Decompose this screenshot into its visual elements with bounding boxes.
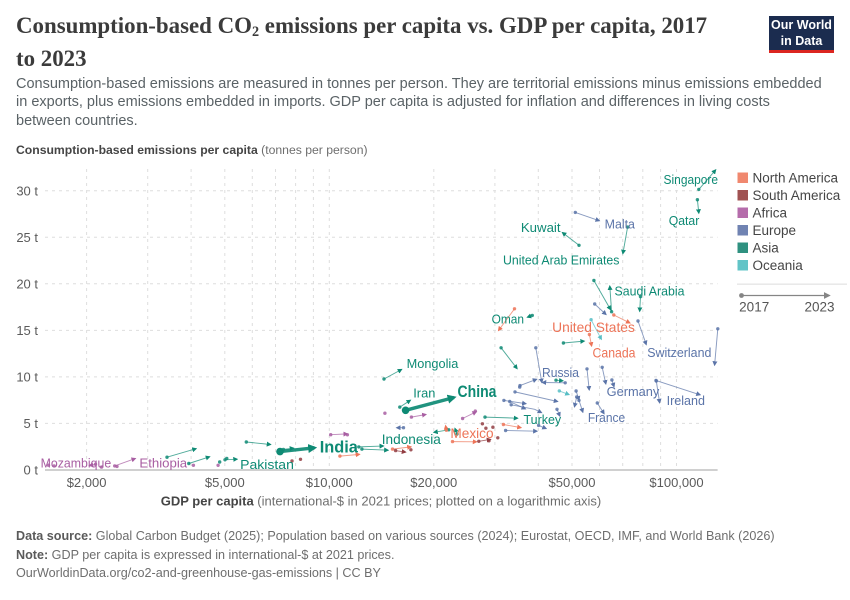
svg-text:Oman: Oman	[492, 312, 524, 327]
svg-text:2017: 2017	[739, 300, 769, 315]
svg-text:Pakistan: Pakistan	[240, 457, 294, 472]
svg-text:Indonesia: Indonesia	[382, 431, 441, 447]
svg-text:30 t: 30 t	[16, 183, 38, 198]
svg-text:Qatar: Qatar	[669, 213, 700, 228]
svg-text:Kuwait: Kuwait	[521, 220, 561, 235]
svg-text:$2,000: $2,000	[67, 475, 107, 490]
svg-text:United States: United States	[552, 319, 635, 335]
svg-text:Russia: Russia	[542, 365, 580, 380]
svg-text:25 t: 25 t	[16, 230, 38, 245]
svg-text:Mexico: Mexico	[450, 425, 493, 441]
svg-text:0 t: 0 t	[24, 463, 39, 478]
svg-text:Mongolia: Mongolia	[407, 356, 459, 371]
svg-text:Germany: Germany	[607, 384, 660, 399]
svg-text:$10,000: $10,000	[306, 475, 353, 490]
svg-text:Consumption-based emissions pe: Consumption-based emissions per capita (…	[16, 143, 368, 157]
svg-text:Switzerland: Switzerland	[647, 345, 711, 360]
svg-text:20 t: 20 t	[16, 277, 38, 292]
svg-text:Asia: Asia	[753, 240, 780, 255]
svg-text:Saudi Arabia: Saudi Arabia	[615, 284, 686, 299]
svg-text:South America: South America	[753, 188, 841, 203]
svg-text:Singapore: Singapore	[664, 172, 719, 187]
svg-text:Ethiopia: Ethiopia	[139, 456, 187, 471]
svg-text:10 t: 10 t	[16, 370, 38, 385]
svg-text:Iran: Iran	[413, 386, 435, 401]
svg-text:United Arab Emirates: United Arab Emirates	[503, 253, 620, 268]
svg-text:$5,000: $5,000	[205, 475, 245, 490]
svg-text:Oceania: Oceania	[753, 258, 804, 273]
svg-text:Ireland: Ireland	[667, 393, 705, 408]
svg-text:Africa: Africa	[753, 205, 788, 220]
svg-text:Europe: Europe	[753, 223, 797, 238]
svg-text:Malta: Malta	[605, 217, 636, 232]
svg-text:$100,000: $100,000	[649, 475, 703, 490]
svg-text:Mozambique: Mozambique	[41, 456, 112, 471]
svg-text:North America: North America	[753, 170, 839, 185]
svg-text:$50,000: $50,000	[549, 475, 596, 490]
svg-text:Canada: Canada	[593, 345, 636, 361]
svg-text:$20,000: $20,000	[410, 475, 457, 490]
svg-text:2023: 2023	[804, 300, 834, 315]
svg-text:Turkey: Turkey	[524, 412, 562, 427]
svg-text:15 t: 15 t	[16, 323, 38, 338]
svg-text:France: France	[588, 410, 625, 425]
svg-text:India: India	[320, 438, 359, 457]
svg-text:5 t: 5 t	[24, 416, 39, 431]
svg-text:China: China	[458, 382, 497, 401]
svg-text:GDP per capita (international-: GDP per capita (international-$ in 2021 …	[161, 494, 602, 509]
